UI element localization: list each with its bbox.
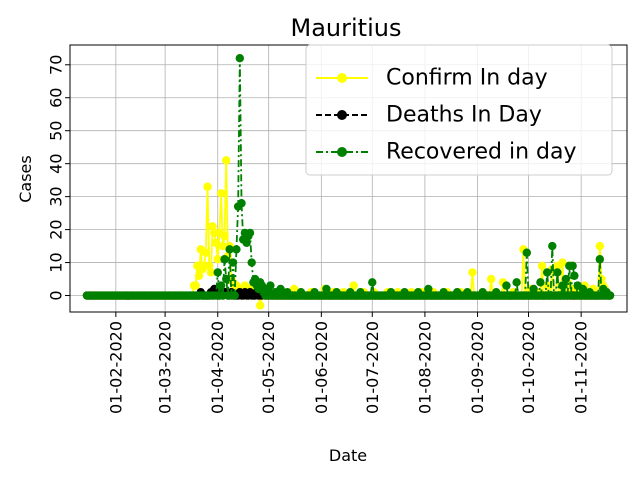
data-point — [216, 189, 226, 198]
data-point — [276, 284, 285, 294]
data-point — [486, 274, 496, 284]
data-point — [191, 281, 200, 290]
data-point — [561, 274, 571, 284]
x-tick-label: 01-05-2020 — [259, 321, 278, 414]
x-tick-label: 01-07-2020 — [363, 321, 382, 414]
data-point — [595, 241, 605, 251]
x-axis: 01-02-2020 01-03-2020 01-04-2020 01-05-2020… — [106, 312, 591, 414]
data-point — [222, 274, 231, 284]
legend-marker — [337, 147, 347, 157]
y-tick-label: 30 — [47, 186, 66, 206]
data-point — [595, 255, 605, 264]
y-axis-label: Cases — [16, 155, 35, 203]
y-tick-label: 20 — [47, 219, 66, 239]
y-tick-label: 0 — [47, 290, 66, 300]
x-tick-label: 01-06-2020 — [312, 321, 331, 414]
data-point — [216, 281, 226, 290]
legend-box — [305, 44, 613, 176]
data-point — [235, 53, 245, 63]
data-point — [225, 245, 234, 254]
x-tick-label: 01-03-2020 — [156, 321, 175, 414]
x-tick-label: 01-04-2020 — [208, 321, 227, 414]
legend-label: Confirm In day — [386, 66, 548, 91]
data-point — [553, 268, 562, 277]
y-tick-label: 50 — [47, 121, 66, 141]
data-point — [368, 278, 377, 287]
data-point — [205, 261, 214, 271]
legend-label: Recovered in day — [386, 140, 577, 165]
y-tick-label: 40 — [47, 153, 66, 173]
y-tick-label: 70 — [47, 55, 66, 75]
data-point — [548, 241, 557, 251]
data-point — [536, 278, 545, 287]
legend-label: Deaths In Day — [386, 103, 542, 128]
data-point — [242, 238, 251, 247]
series-layer — [82, 53, 615, 310]
x-tick-label: 01-11-2020 — [572, 321, 591, 414]
y-tick-label: 10 — [47, 252, 66, 272]
data-point — [213, 268, 222, 277]
data-point — [237, 199, 246, 208]
data-point — [542, 281, 552, 290]
data-point — [537, 261, 547, 271]
data-point — [568, 261, 577, 271]
legend-marker — [337, 110, 347, 120]
data-point — [230, 291, 239, 300]
data-point — [424, 284, 433, 294]
data-point — [211, 238, 221, 247]
data-point — [247, 258, 256, 267]
series-2 — [82, 53, 615, 300]
data-point — [228, 258, 238, 267]
data-point — [578, 284, 588, 294]
data-point — [218, 241, 228, 251]
legend-marker — [337, 73, 347, 83]
y-tick-label: 60 — [47, 88, 66, 108]
data-point — [322, 284, 331, 294]
data-point — [558, 281, 567, 290]
x-tick-label: 01-09-2020 — [468, 321, 487, 414]
data-point — [529, 284, 538, 294]
data-point — [220, 255, 229, 264]
data-point — [208, 222, 217, 231]
data-point — [232, 245, 241, 254]
data-point — [542, 268, 552, 277]
data-point — [522, 248, 532, 257]
data-point — [605, 291, 615, 300]
data-point — [206, 268, 216, 277]
data-point — [468, 268, 477, 277]
legend: Confirm In day Deaths In Day Recovered in … — [305, 44, 613, 176]
chart-title: Mauritius — [291, 14, 402, 42]
x-tick-label: 01-08-2020 — [415, 321, 434, 414]
y-axis: 0 10 20 30 40 50 60 70 — [47, 55, 70, 301]
data-point — [512, 278, 521, 287]
data-point — [349, 281, 358, 290]
data-point — [502, 281, 511, 290]
x-tick-label: 01-10-2020 — [519, 321, 538, 414]
data-point — [201, 248, 211, 257]
data-point — [289, 284, 299, 294]
data-point — [213, 255, 222, 264]
x-axis-label: Date — [329, 446, 367, 465]
data-point — [558, 258, 567, 267]
x-tick-label: 01-02-2020 — [106, 321, 125, 414]
data-point — [220, 231, 229, 241]
data-point — [222, 156, 231, 165]
data-point — [245, 228, 255, 238]
data-point — [194, 271, 204, 280]
data-point — [266, 281, 275, 290]
data-point — [203, 182, 212, 191]
data-point — [256, 301, 265, 310]
data-point — [570, 271, 579, 280]
